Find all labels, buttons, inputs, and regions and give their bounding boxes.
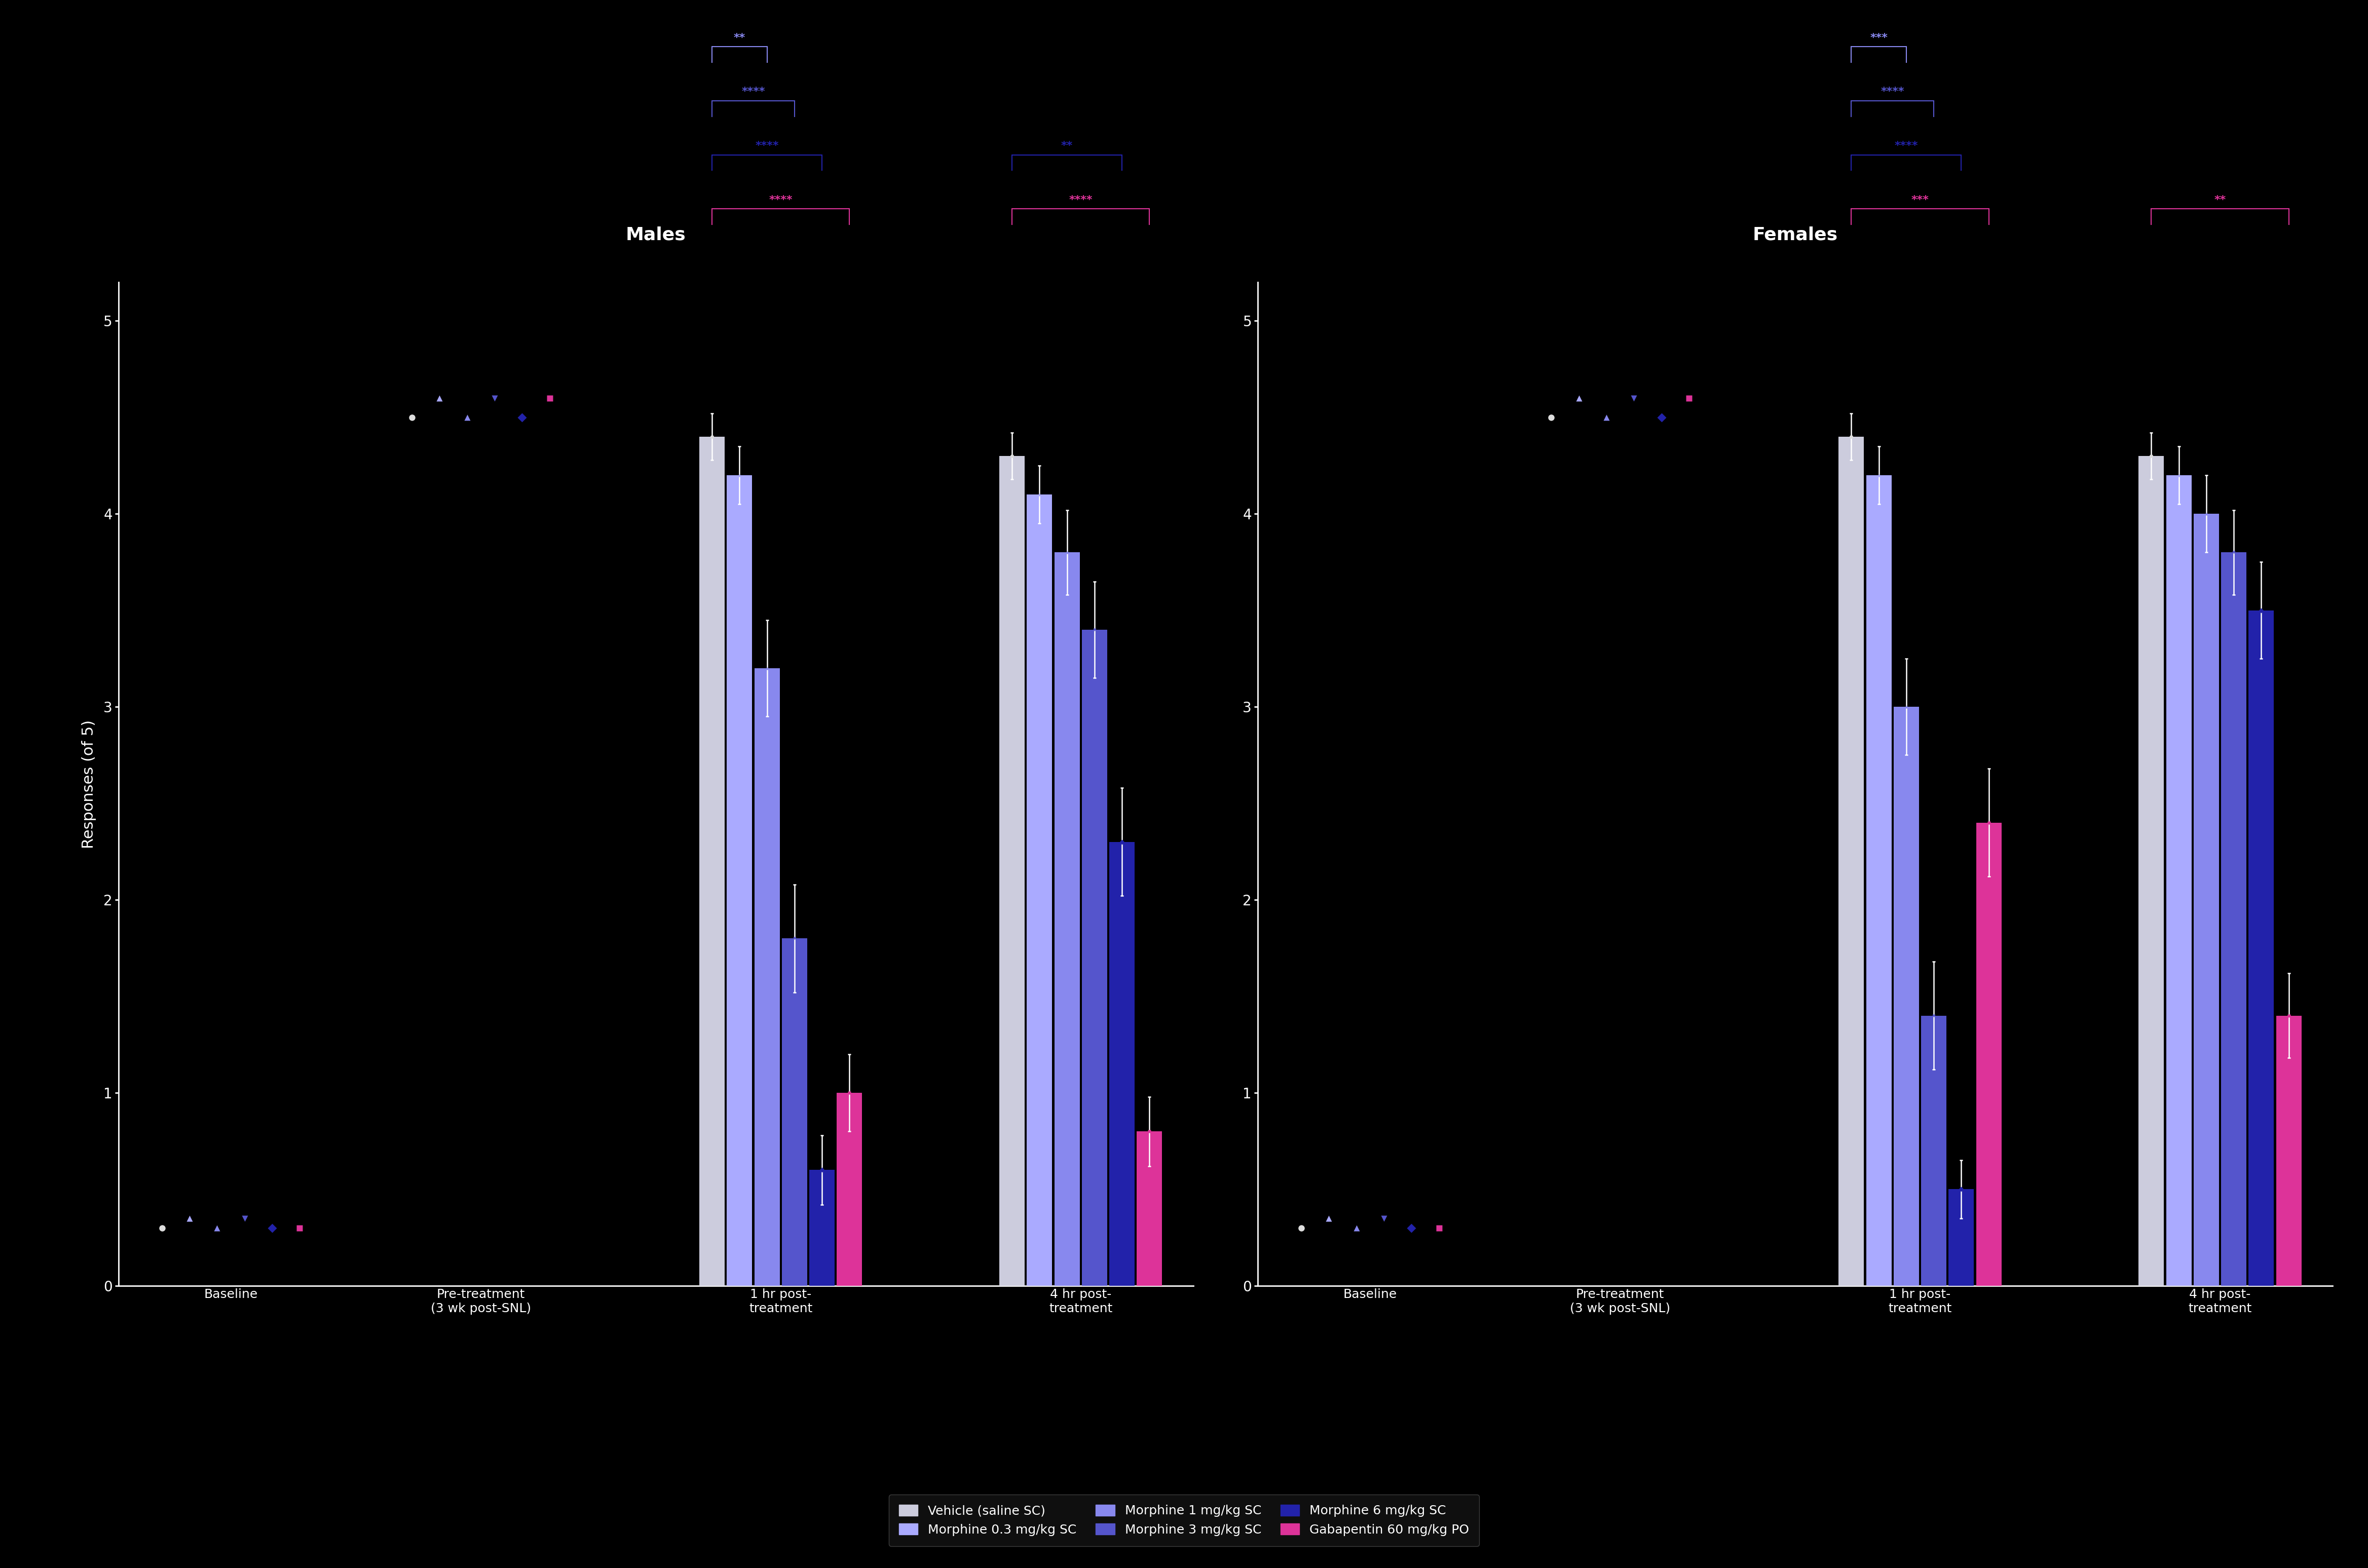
Bar [1866,475,1892,1286]
Text: ***: *** [1871,33,1887,42]
Bar [1108,842,1134,1286]
Bar [1054,552,1080,1286]
Text: ****: **** [741,86,765,97]
Bar [1838,436,1864,1286]
Text: ***: *** [1911,194,1930,205]
Bar [1028,494,1051,1286]
Bar [810,1170,834,1286]
Title: Females: Females [1752,226,1838,243]
Title: Males: Males [625,226,687,243]
Text: ****: **** [1880,86,1904,97]
Text: ****: **** [1068,194,1092,205]
Bar [755,668,779,1286]
Bar [781,938,807,1286]
Bar [2276,1016,2302,1286]
Bar [2221,552,2247,1286]
Bar [1920,1016,1946,1286]
Bar [1949,1189,1975,1286]
Bar [699,436,725,1286]
Text: ****: **** [755,141,779,151]
Bar [2138,456,2164,1286]
Bar [2250,610,2273,1286]
Bar [1977,823,2001,1286]
Text: **: ** [1061,141,1073,151]
Bar [999,456,1025,1286]
Bar [2167,475,2190,1286]
Text: ****: **** [1894,141,1918,151]
Text: ****: **** [770,194,793,205]
Bar [1894,707,1918,1286]
Text: **: ** [2214,194,2226,205]
Text: **: ** [734,33,746,42]
Bar [836,1093,862,1286]
Y-axis label: Responses (of 5): Responses (of 5) [81,720,97,848]
Bar [2193,514,2219,1286]
Bar [1082,630,1108,1286]
Legend: Vehicle (saline SC), Morphine 0.3 mg/kg SC, Morphine 1 mg/kg SC, Morphine 3 mg/k: Vehicle (saline SC), Morphine 0.3 mg/kg … [888,1494,1480,1546]
Bar [727,475,753,1286]
Bar [1137,1132,1163,1286]
